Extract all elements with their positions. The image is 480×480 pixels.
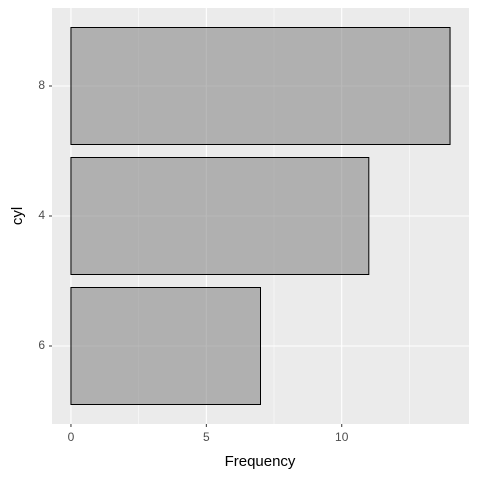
y-tick-label: 4 <box>38 208 45 222</box>
x-tick-label: 10 <box>335 430 349 444</box>
bar <box>70 157 370 275</box>
y-tick-label: 8 <box>38 78 45 92</box>
y-tick-label: 6 <box>38 338 45 352</box>
x-tick-label: 5 <box>203 430 210 444</box>
bar <box>70 287 261 405</box>
x-tick-label: 0 <box>68 430 75 444</box>
x-axis-title: Frequency <box>225 453 296 470</box>
bar <box>70 27 451 145</box>
y-axis-title: cyl <box>9 207 26 225</box>
